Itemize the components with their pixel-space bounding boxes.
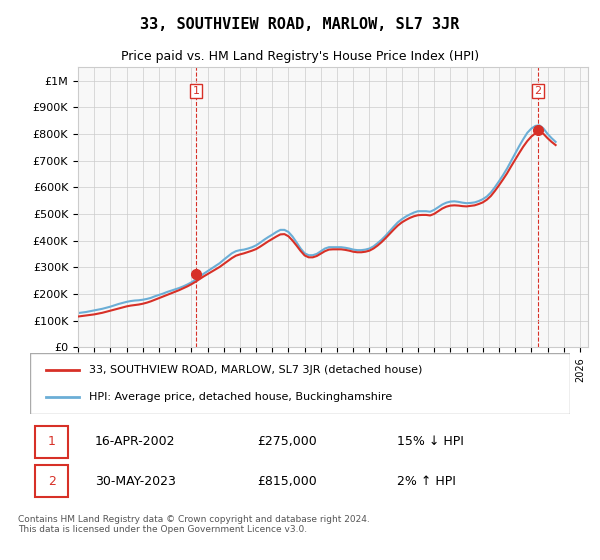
Text: 2: 2 <box>47 475 56 488</box>
FancyBboxPatch shape <box>35 465 68 497</box>
Text: £275,000: £275,000 <box>257 435 317 449</box>
Text: 2: 2 <box>535 86 542 96</box>
Text: £815,000: £815,000 <box>257 475 317 488</box>
Text: 33, SOUTHVIEW ROAD, MARLOW, SL7 3JR (detached house): 33, SOUTHVIEW ROAD, MARLOW, SL7 3JR (det… <box>89 365 423 375</box>
FancyBboxPatch shape <box>30 353 570 414</box>
Text: 30-MAY-2023: 30-MAY-2023 <box>95 475 176 488</box>
Text: HPI: Average price, detached house, Buckinghamshire: HPI: Average price, detached house, Buck… <box>89 392 392 402</box>
Text: 33, SOUTHVIEW ROAD, MARLOW, SL7 3JR: 33, SOUTHVIEW ROAD, MARLOW, SL7 3JR <box>140 17 460 32</box>
Text: 15% ↓ HPI: 15% ↓ HPI <box>397 435 464 449</box>
Text: Price paid vs. HM Land Registry's House Price Index (HPI): Price paid vs. HM Land Registry's House … <box>121 50 479 63</box>
FancyBboxPatch shape <box>35 426 68 458</box>
Text: 16-APR-2002: 16-APR-2002 <box>95 435 175 449</box>
Text: 1: 1 <box>193 86 200 96</box>
Text: 1: 1 <box>47 435 56 449</box>
Text: 2% ↑ HPI: 2% ↑ HPI <box>397 475 456 488</box>
Text: Contains HM Land Registry data © Crown copyright and database right 2024.
This d: Contains HM Land Registry data © Crown c… <box>18 515 370 534</box>
